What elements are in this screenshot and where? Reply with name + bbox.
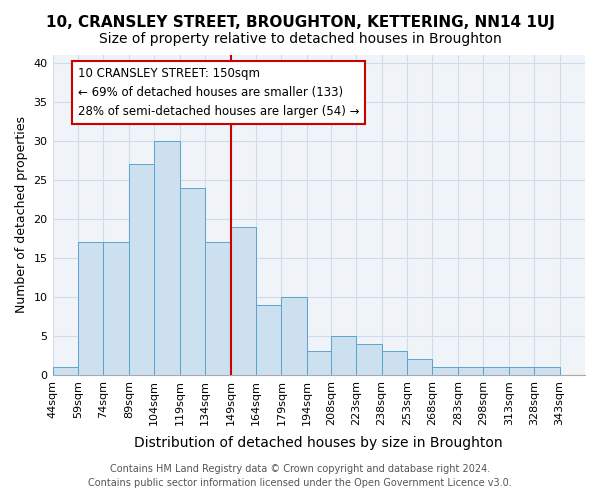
Bar bbox=[256, 304, 281, 375]
Bar bbox=[407, 360, 433, 375]
Bar bbox=[382, 352, 407, 375]
Bar bbox=[534, 367, 560, 375]
Bar bbox=[331, 336, 356, 375]
Bar bbox=[307, 352, 332, 375]
Text: 10, CRANSLEY STREET, BROUGHTON, KETTERING, NN14 1UJ: 10, CRANSLEY STREET, BROUGHTON, KETTERIN… bbox=[46, 15, 554, 30]
Bar bbox=[483, 367, 509, 375]
Bar bbox=[180, 188, 205, 375]
Bar bbox=[205, 242, 230, 375]
Bar bbox=[78, 242, 103, 375]
X-axis label: Distribution of detached houses by size in Broughton: Distribution of detached houses by size … bbox=[134, 436, 503, 450]
Bar bbox=[129, 164, 154, 375]
Bar bbox=[433, 367, 458, 375]
Text: 10 CRANSLEY STREET: 150sqm
← 69% of detached houses are smaller (133)
28% of sem: 10 CRANSLEY STREET: 150sqm ← 69% of deta… bbox=[78, 66, 359, 118]
Bar bbox=[154, 141, 180, 375]
Text: Size of property relative to detached houses in Broughton: Size of property relative to detached ho… bbox=[98, 32, 502, 46]
Bar bbox=[103, 242, 129, 375]
Text: Contains HM Land Registry data © Crown copyright and database right 2024.
Contai: Contains HM Land Registry data © Crown c… bbox=[88, 464, 512, 487]
Bar bbox=[281, 297, 307, 375]
Bar bbox=[53, 367, 78, 375]
Bar bbox=[509, 367, 534, 375]
Bar bbox=[230, 226, 256, 375]
Y-axis label: Number of detached properties: Number of detached properties bbox=[15, 116, 28, 314]
Bar bbox=[356, 344, 382, 375]
Bar bbox=[458, 367, 483, 375]
